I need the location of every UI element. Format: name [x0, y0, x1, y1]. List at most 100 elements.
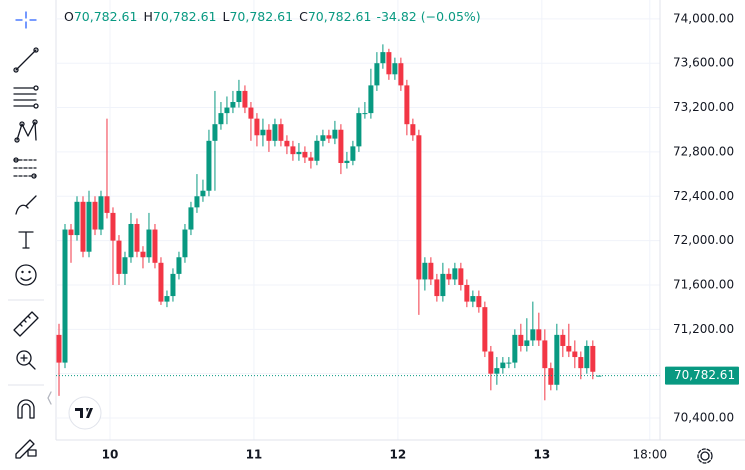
lock-draw-tool[interactable] [15, 439, 37, 459]
pattern-tool[interactable] [14, 119, 38, 143]
candle-body [572, 351, 578, 358]
candle-body [176, 257, 182, 274]
brush-tool[interactable] [15, 195, 37, 215]
header-text: C [299, 9, 308, 24]
crosshair-tool[interactable] [15, 11, 37, 29]
candle-body [446, 273, 452, 280]
candle-body [146, 229, 152, 258]
candle-body [332, 129, 338, 139]
header-text: O [64, 9, 74, 24]
candle-body [128, 223, 134, 258]
logo[interactable] [68, 396, 102, 430]
prediction-tool[interactable] [13, 157, 37, 179]
candle-body [266, 129, 272, 141]
candle-body [302, 151, 308, 158]
x-tick-label: 12 [390, 448, 407, 462]
candle-body [476, 296, 482, 308]
candle-body [308, 157, 314, 161]
candle-body [494, 368, 500, 374]
collapse-arrow[interactable] [47, 391, 52, 405]
candle-body [86, 201, 92, 252]
candle-body [314, 140, 320, 161]
candle-body [380, 52, 386, 64]
candle-body [296, 151, 302, 155]
candle-body [560, 334, 566, 346]
y-tick-label: 70,400.00 [673, 411, 734, 425]
y-tick-label: 73,600.00 [673, 56, 734, 70]
fib-tool[interactable] [13, 85, 39, 109]
candle-body [590, 345, 596, 372]
candle-body [248, 107, 254, 119]
candle-body [92, 201, 98, 230]
y-tick-label: 72,400.00 [673, 189, 734, 203]
candle-body [368, 85, 374, 114]
candle-body [104, 196, 110, 213]
candle-body [164, 296, 170, 302]
candle-body [74, 201, 80, 236]
candle-body [536, 329, 542, 341]
candle-body [200, 190, 206, 197]
candle-body [596, 375, 602, 377]
candle-body [506, 362, 512, 364]
text-tool[interactable] [18, 231, 34, 249]
candle-body [530, 329, 536, 341]
last-price-label: 70,782.61 [674, 368, 735, 382]
candle-body [362, 113, 368, 115]
x-tick-label: 13 [533, 448, 550, 462]
magnet-tool[interactable] [17, 399, 35, 419]
candle-body [110, 212, 116, 241]
candle-body [392, 63, 398, 75]
candle-body [464, 284, 470, 302]
candle-body [194, 196, 200, 208]
candle-body [410, 124, 416, 136]
candle-body [416, 135, 422, 280]
header-text: H [143, 9, 152, 24]
candle-body [548, 368, 554, 385]
candle-body [374, 63, 380, 86]
candle-body [350, 146, 356, 161]
candle-body [116, 240, 122, 274]
header-text: 70,782.61 [229, 9, 293, 24]
candle-body [344, 160, 350, 164]
candle-body [260, 129, 266, 136]
candle-body [326, 135, 332, 139]
header-text: 70,782.61 [308, 9, 372, 24]
candle-body [584, 345, 590, 369]
candle-body [482, 307, 488, 352]
candle-body [272, 124, 278, 141]
candles [56, 44, 660, 401]
candle-body [542, 340, 548, 369]
y-tick-label: 74,000.00 [673, 11, 734, 25]
header-text: -34.82 [376, 9, 416, 24]
settings-button[interactable] [697, 448, 713, 464]
header-text: 70,782.61 [153, 9, 217, 24]
x-tick-label: 10 [102, 448, 119, 462]
candle-body [524, 340, 530, 346]
trendline-tool[interactable] [13, 47, 39, 73]
candle-body [140, 251, 146, 258]
y-tick-label: 71,200.00 [673, 322, 734, 336]
candle-body [152, 229, 158, 263]
candle-body [182, 229, 188, 258]
candle-body [236, 90, 242, 103]
candle-body [230, 102, 236, 108]
candle-body [434, 279, 440, 297]
candle-body [566, 345, 572, 352]
candle-body [134, 223, 140, 252]
candle-body [404, 85, 410, 125]
zoom-tool[interactable] [16, 350, 36, 370]
emoji-tool[interactable] [15, 264, 37, 286]
ruler-tool[interactable] [13, 311, 39, 337]
candle-body [56, 334, 62, 363]
candle-body [218, 113, 224, 125]
candle-body [212, 124, 218, 141]
candle-body [512, 334, 518, 363]
candle-body [488, 351, 494, 374]
candle-body [224, 107, 230, 114]
x-tick-label: 11 [246, 448, 263, 462]
candle-body [278, 124, 284, 141]
candle-body [452, 268, 458, 280]
candle-body [518, 334, 524, 346]
